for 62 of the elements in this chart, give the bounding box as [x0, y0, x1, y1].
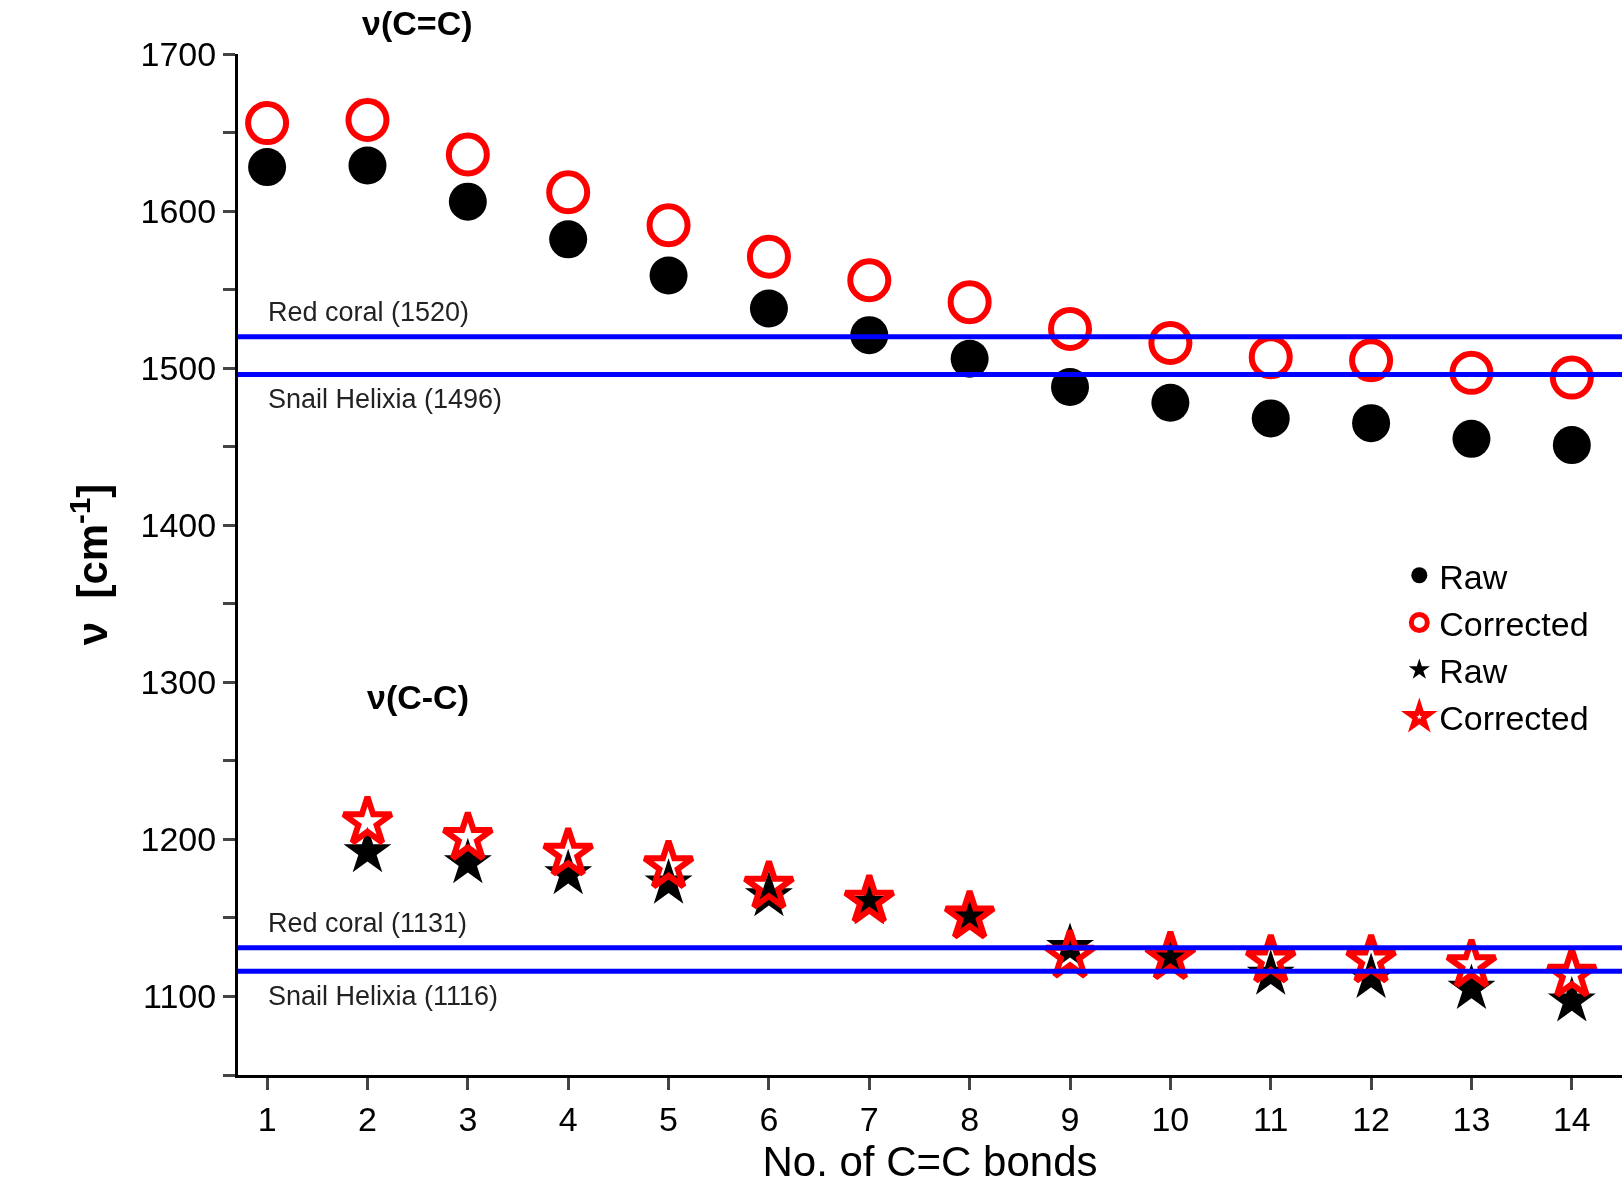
- y-tick-label: 1300: [140, 663, 217, 702]
- x-tick-label: 13: [1452, 1099, 1491, 1138]
- ref-line-label: Snail Helixia (1496): [268, 384, 503, 414]
- point: [947, 280, 992, 325]
- legend-label: Corrected: [1439, 604, 1589, 643]
- text: ν(C=C): [362, 4, 473, 42]
- x-tick-label: 8: [960, 1099, 980, 1138]
- point: [1048, 306, 1093, 351]
- legend-label: Corrected: [1439, 699, 1589, 738]
- y-tick-label: 1600: [140, 191, 217, 230]
- point: [245, 101, 290, 146]
- point: [1452, 419, 1491, 458]
- point: [340, 793, 395, 846]
- point: [1552, 426, 1591, 465]
- x-tick-label: 7: [859, 1099, 879, 1138]
- y-tick-label: 1400: [140, 506, 217, 545]
- point: [1148, 321, 1193, 365]
- x-tick-label: 12: [1352, 1099, 1390, 1138]
- point: [749, 289, 788, 328]
- point: [440, 809, 495, 862]
- x-tick-label: 2: [358, 1099, 377, 1138]
- x-axis-title: No. of C=C bonds: [762, 1137, 1098, 1185]
- x-tick-label: 14: [1552, 1099, 1591, 1138]
- point: [546, 170, 591, 215]
- y-tick-label: 1200: [140, 820, 217, 859]
- ref-line-label: Snail Helixia (1116): [268, 981, 499, 1011]
- point: [641, 837, 696, 890]
- x-tick-label: 6: [759, 1099, 779, 1138]
- point: [842, 872, 897, 925]
- point: [1251, 399, 1290, 438]
- x-tick-label: 11: [1253, 1099, 1289, 1138]
- point: [343, 826, 392, 873]
- annotation: ν(C-C): [367, 678, 469, 716]
- ref-line-label: Red coral (1520): [268, 297, 470, 327]
- point: [847, 258, 892, 303]
- point: [448, 182, 487, 221]
- x-tick-label: 5: [659, 1099, 679, 1138]
- x-tick-label: 1: [257, 1099, 277, 1138]
- y-tick-label: 1100: [143, 977, 217, 1016]
- point: [741, 858, 796, 910]
- x-tick-label: 10: [1151, 1099, 1190, 1138]
- point: [746, 234, 791, 279]
- point: [649, 256, 688, 295]
- point: [445, 132, 490, 177]
- point: [248, 148, 287, 187]
- point: [950, 339, 989, 378]
- point: [549, 220, 588, 259]
- point: [1352, 404, 1391, 443]
- point: [646, 203, 691, 248]
- point: [541, 825, 596, 877]
- point: [1549, 355, 1594, 400]
- legend-label: Raw: [1439, 651, 1508, 690]
- x-tick-label: 4: [558, 1099, 578, 1138]
- point: [345, 97, 390, 142]
- ref-line-label: Red coral (1131): [268, 908, 468, 938]
- legend-label: Raw: [1439, 557, 1508, 596]
- x-tick-label: 3: [458, 1099, 478, 1138]
- y-tick-label: 1700: [140, 34, 217, 73]
- y-tick-label: 1500: [140, 349, 217, 388]
- point: [348, 146, 387, 185]
- point: [1151, 383, 1190, 422]
- x-tick-label: 9: [1060, 1099, 1080, 1138]
